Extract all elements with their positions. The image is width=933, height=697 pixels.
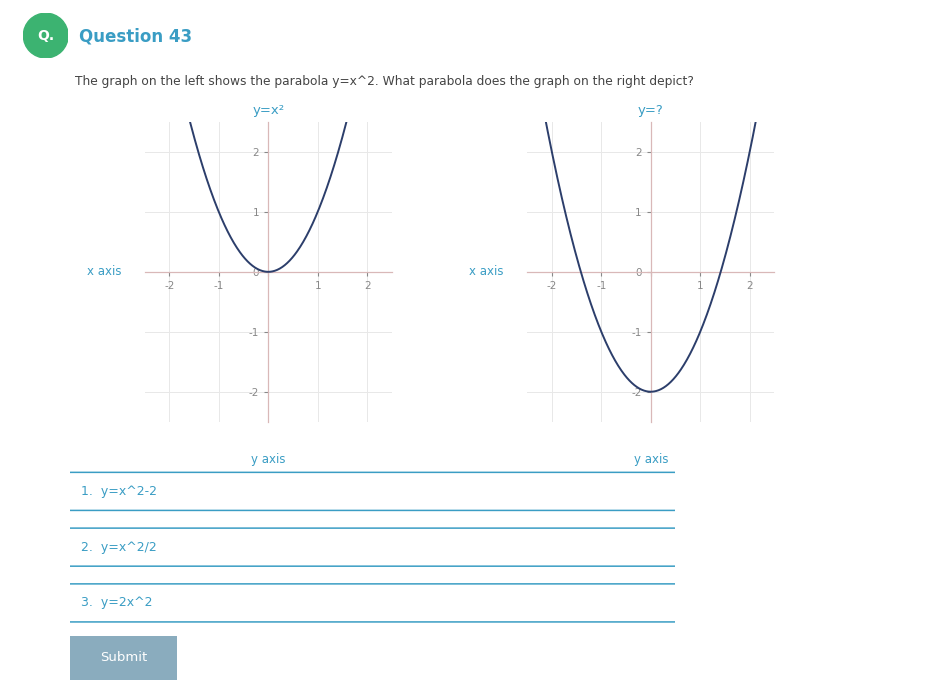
Text: y axis: y axis	[634, 453, 668, 466]
Text: 1.  y=x^2-2: 1. y=x^2-2	[81, 485, 157, 498]
Title: y=x²: y=x²	[252, 104, 285, 116]
Title: y=?: y=?	[638, 104, 663, 116]
FancyBboxPatch shape	[63, 528, 682, 566]
FancyBboxPatch shape	[63, 473, 682, 510]
Text: Q.: Q.	[37, 29, 54, 43]
Text: The graph on the left shows the parabola y=x^2. What parabola does the graph on : The graph on the left shows the parabola…	[75, 75, 693, 89]
Text: y axis: y axis	[251, 453, 285, 466]
FancyBboxPatch shape	[63, 584, 682, 622]
Text: x axis: x axis	[87, 266, 121, 278]
Text: 3.  y=2x^2: 3. y=2x^2	[81, 597, 152, 609]
Text: x axis: x axis	[469, 266, 504, 278]
FancyBboxPatch shape	[65, 635, 182, 681]
Text: Submit: Submit	[100, 652, 147, 664]
Text: 2.  y=x^2/2: 2. y=x^2/2	[81, 541, 157, 553]
Text: Question 43: Question 43	[79, 28, 192, 45]
Circle shape	[23, 13, 68, 58]
